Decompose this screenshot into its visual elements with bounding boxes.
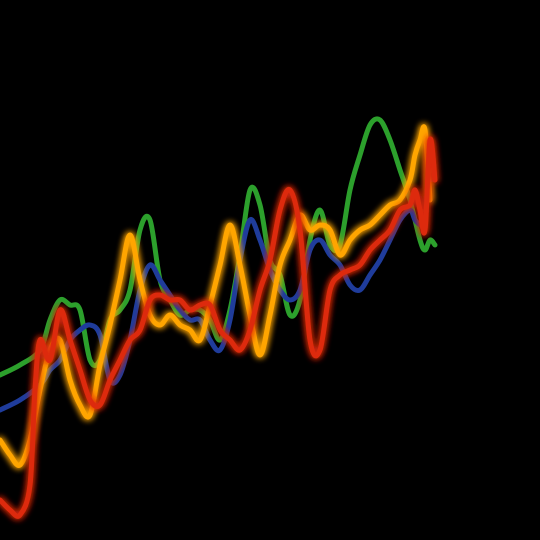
series-line-3: [0, 124, 433, 468]
series-line-4: [0, 136, 438, 519]
series-layer: [0, 116, 438, 519]
series-line-2: [0, 207, 423, 413]
